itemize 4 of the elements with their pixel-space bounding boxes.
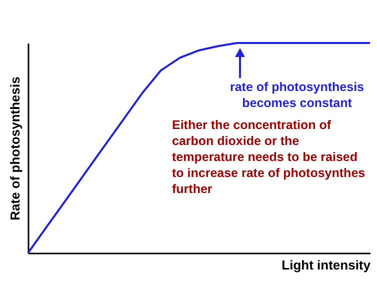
annotation: Either the concentration of carbon dioxide or the temperature needs to be raised to increase rate of photosynthes further [172, 117, 366, 197]
x-axis-title: Light intensity [282, 258, 372, 272]
annotation: rate of photosynthesis becomes constant [228, 79, 366, 111]
y-axis-title: Rate of photosynthesis [8, 76, 22, 220]
